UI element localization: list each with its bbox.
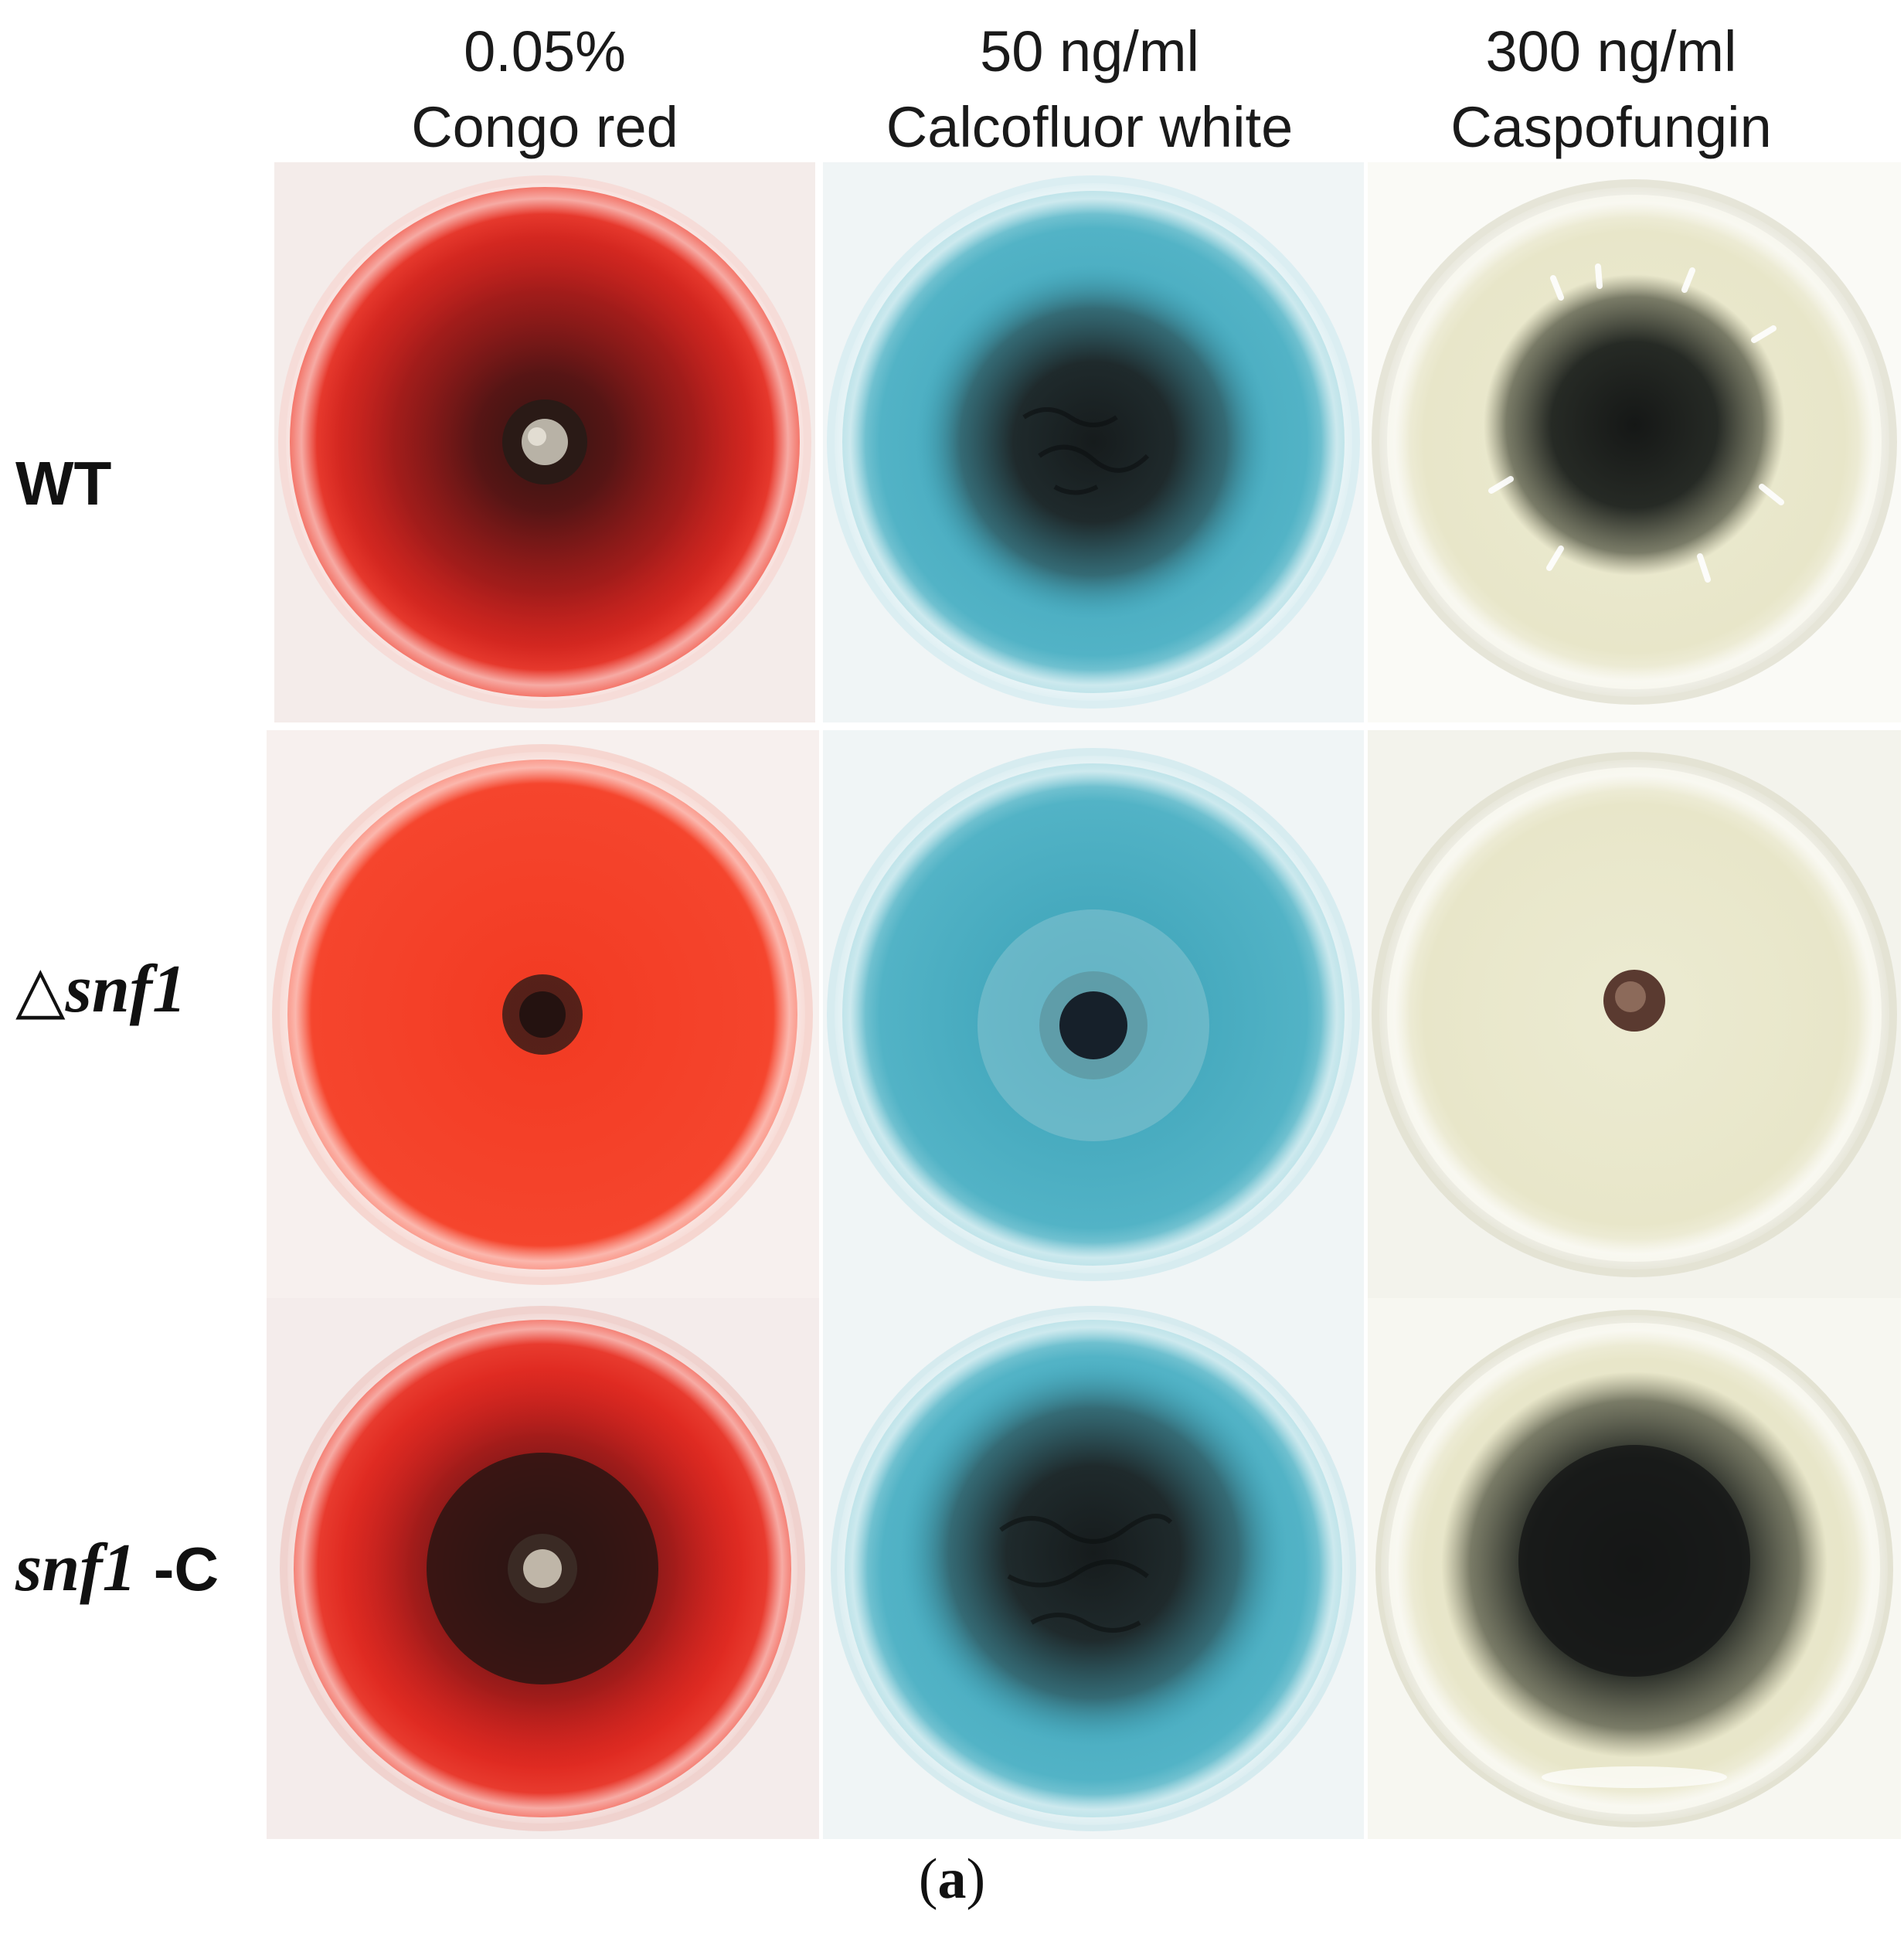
plate-wt-calcofluor-white — [823, 162, 1364, 722]
column-header-calcofluor-white: 50 ng/ml Calcofluor white — [819, 14, 1360, 165]
figure-caption: (a) — [0, 1847, 1904, 1912]
row-label-wt: WT — [15, 448, 247, 518]
plate-wt-caspofungin — [1368, 162, 1901, 722]
column-header-congo-red: 0.05% Congo red — [274, 14, 815, 165]
row-label-delta-snf1: △snf1 — [15, 954, 247, 1025]
column-header-line1: 50 ng/ml — [980, 19, 1199, 83]
column-header-line1: 0.05% — [464, 19, 626, 83]
plate-wt-congo-red — [274, 162, 815, 722]
column-header-line2: Caspofungin — [1450, 95, 1772, 159]
caption-open: ( — [918, 1848, 938, 1911]
plate-snf1-c-congo-red — [267, 1298, 819, 1839]
plate-snf1-c-calcofluor-white — [823, 1298, 1364, 1839]
plate-delta-snf1-caspofungin — [1368, 730, 1901, 1298]
caption-close: ) — [966, 1848, 986, 1911]
column-header-line2: Congo red — [411, 95, 678, 159]
row-label-italic: snf1 — [65, 952, 187, 1027]
row-label-snf1-c: snf1 -C — [15, 1534, 247, 1604]
column-header-line2: Calcofluor white — [886, 95, 1294, 159]
column-header-caspofungin: 300 ng/ml Caspofungin — [1341, 14, 1882, 165]
row-label-italic: snf1 — [15, 1531, 137, 1606]
column-header-line1: 300 ng/ml — [1485, 19, 1737, 83]
row-label-prefix: WT — [15, 449, 112, 518]
plate-delta-snf1-congo-red — [267, 730, 819, 1298]
plate-snf1-c-caspofungin — [1368, 1298, 1901, 1839]
row-label-suffix: -C — [136, 1535, 219, 1603]
caption-letter: a — [937, 1848, 967, 1911]
plate-delta-snf1-calcofluor-white — [823, 730, 1364, 1298]
row-label-prefix: △ — [15, 953, 66, 1025]
